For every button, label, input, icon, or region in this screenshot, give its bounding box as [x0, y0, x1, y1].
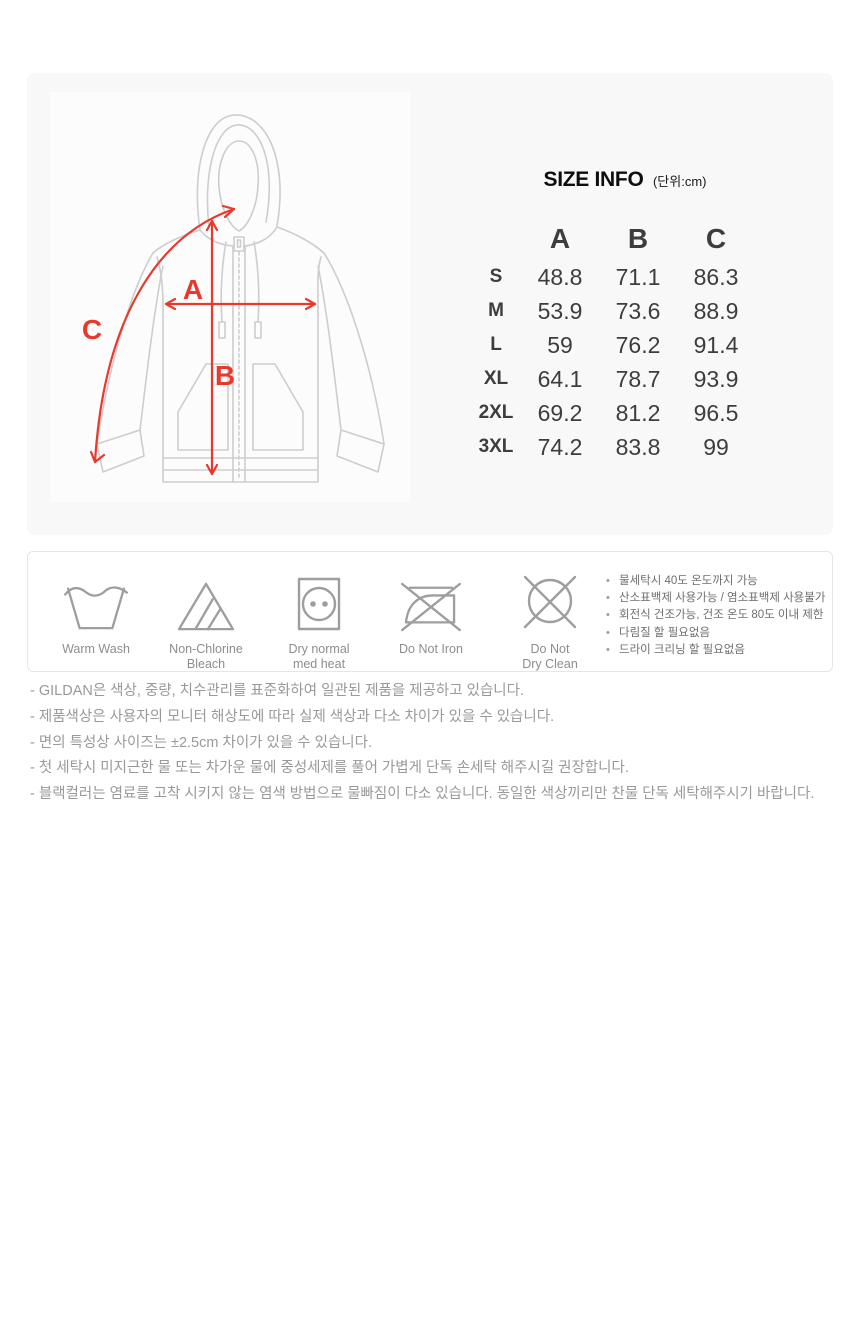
size-info-card: A B C SIZE INFO (단위:cm) A B C S 48.8 71.…: [27, 73, 833, 535]
care-item-tumble-dry: Dry normal med heat: [254, 574, 384, 672]
product-note: - 제품색상은 사용자의 모니터 해상도에 따라 실제 색상과 다소 차이가 있…: [30, 708, 555, 725]
care-notes-list: 물세탁시 40도 온도까지 가능 산소표백제 사용가능 / 염소표백제 사용불가…: [605, 573, 845, 659]
measure-label-a: A: [183, 274, 203, 305]
care-item-bleach: Non-Chlorine Bleach: [141, 574, 271, 672]
size-info-title: SIZE INFO (단위:cm): [445, 168, 805, 192]
care-instructions-card: Warm Wash Non-Chlorine Bleach: [27, 551, 833, 672]
table-row: L 59 76.2 91.4: [458, 328, 742, 362]
value-c: 88.9: [693, 297, 739, 324]
value-a: 59: [547, 331, 573, 358]
care-item-iron: Do Not Iron: [366, 574, 496, 657]
column-header-a: A: [549, 223, 571, 254]
size-label: XL: [483, 368, 509, 389]
size-table-header: A B C: [458, 218, 742, 260]
care-item-warm-wash: Warm Wash: [31, 574, 161, 657]
size-info-heading: SIZE INFO: [543, 168, 644, 191]
size-label: L: [490, 334, 502, 355]
column-header-c: C: [705, 223, 727, 254]
table-row: M 53.9 73.6 88.9: [458, 294, 742, 328]
non-chlorine-bleach-icon: [176, 574, 236, 632]
value-b: 81.2: [615, 399, 661, 426]
size-label: 2XL: [478, 402, 514, 423]
warm-wash-icon: [63, 574, 129, 632]
care-note: 물세탁시 40도 온도까지 가능: [605, 573, 845, 590]
value-b: 76.2: [615, 331, 661, 358]
value-b: 78.7: [615, 365, 661, 392]
size-label: 3XL: [478, 436, 514, 457]
product-note: - 블랙컬러는 염료를 고착 시키지 않는 염색 방법으로 물빠짐이 다소 있습…: [30, 786, 815, 803]
value-a: 74.2: [537, 433, 583, 460]
value-c: 99: [703, 433, 729, 460]
value-c: 93.9: [693, 365, 739, 392]
care-label: Dry Clean: [522, 657, 578, 671]
table-row: S 48.8 71.1 86.3: [458, 260, 742, 294]
do-not-iron-icon: [400, 574, 462, 632]
value-b: 71.1: [615, 263, 661, 290]
care-item-dry-clean: Do Not Dry Clean: [485, 574, 615, 672]
care-note: 회전식 건조가능, 건조 온도 80도 이내 제한: [605, 607, 845, 624]
care-label: Do Not: [530, 642, 570, 656]
size-info-unit: (단위:cm): [652, 174, 707, 189]
value-c: 96.5: [693, 399, 739, 426]
care-note: 드라이 크리닝 할 필요없음: [605, 642, 845, 659]
care-label: Non-Chlorine: [169, 642, 243, 656]
dry-normal-med-heat-icon: [296, 574, 342, 632]
hoodie-measure-diagram: A B C: [50, 92, 410, 502]
value-a: 69.2: [537, 399, 583, 426]
hoodie-line-art: A B C: [82, 114, 385, 483]
care-label: med heat: [292, 657, 346, 671]
value-b: 73.6: [615, 297, 661, 324]
column-header-b: B: [627, 223, 649, 254]
care-label: Bleach: [186, 657, 226, 671]
care-note: 다림질 할 필요없음: [605, 625, 845, 642]
value-c: 91.4: [693, 331, 739, 358]
product-notes: - GILDAN은 색상, 중량, 치수관리를 표준화하여 일관된 제품을 제공…: [30, 679, 840, 808]
product-note: - 면의 특성상 사이즈는 ±2.5cm 차이가 있을 수 있습니다.: [30, 734, 372, 751]
table-row: 3XL 74.2 83.8 99: [458, 430, 742, 464]
table-row: XL 64.1 78.7 93.9: [458, 362, 742, 396]
value-a: 64.1: [537, 365, 583, 392]
measure-label-c: C: [82, 314, 102, 345]
size-label: M: [488, 300, 504, 321]
size-table: A B C S 48.8 71.1 86.3 M 53.9 73.6 88.9 …: [458, 218, 742, 464]
value-b: 83.8: [615, 433, 661, 460]
care-label: Dry normal: [288, 642, 350, 656]
table-row: 2XL 69.2 81.2 96.5: [458, 396, 742, 430]
measure-label-b: B: [215, 360, 235, 391]
do-not-dry-clean-icon: [521, 574, 579, 632]
size-label: S: [489, 266, 503, 287]
care-note: 산소표백제 사용가능 / 염소표백제 사용불가: [605, 590, 845, 607]
hoodie-outline: [96, 114, 385, 483]
product-note: - GILDAN은 색상, 중량, 치수관리를 표준화하여 일관된 제품을 제공…: [30, 683, 525, 699]
value-a: 48.8: [537, 263, 583, 290]
measurement-arrows: [89, 204, 317, 476]
value-c: 86.3: [693, 263, 739, 290]
care-label: Warm Wash: [62, 642, 130, 656]
product-note: - 첫 세탁시 미지근한 물 또는 차가운 물에 중성세제를 풀어 가볍게 단독…: [30, 760, 629, 777]
value-a: 53.9: [537, 297, 583, 324]
care-label: Do Not Iron: [399, 642, 463, 656]
